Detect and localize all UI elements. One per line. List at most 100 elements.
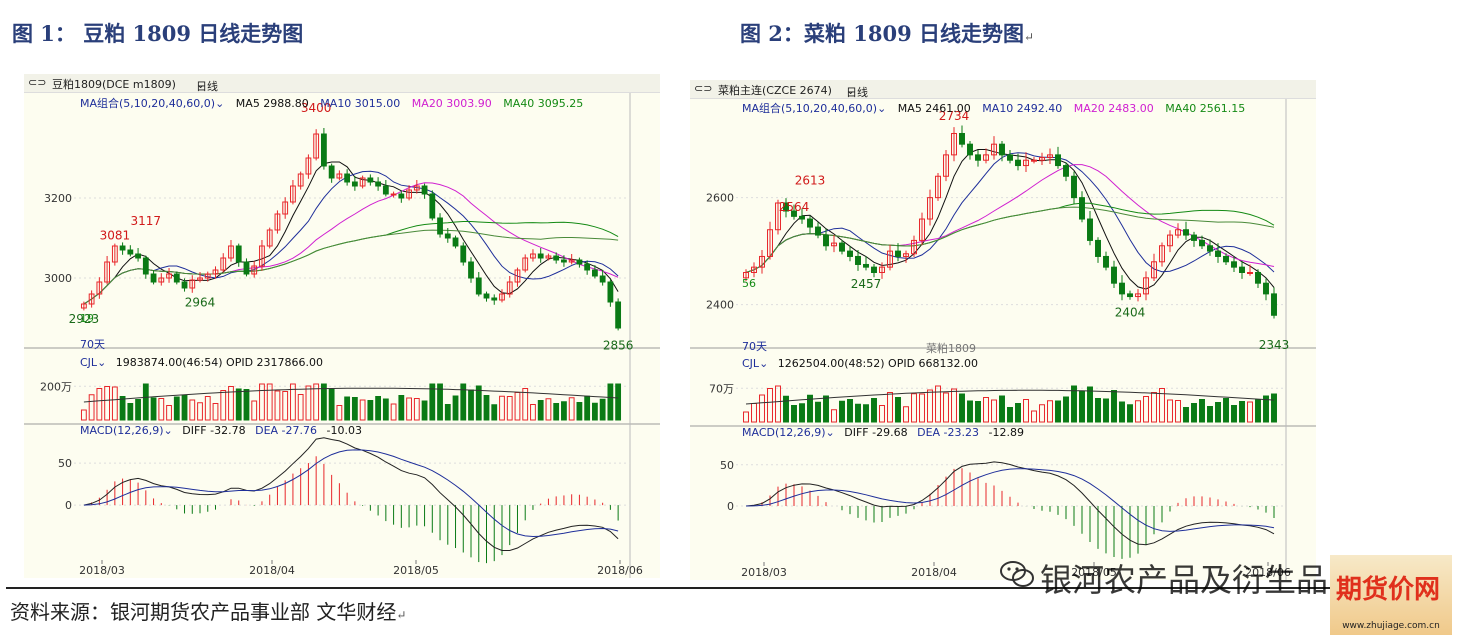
volume-bar — [274, 390, 281, 421]
candle-body — [983, 154, 989, 161]
candle-body — [1111, 266, 1117, 284]
volume-bar — [382, 398, 389, 421]
chart-header: ⊂⊃ 菜粕主连(CZCE 2674) 日线 ⌄ — [690, 80, 1316, 99]
volume-bar — [351, 397, 358, 421]
left-edge-label: 56 — [742, 277, 756, 290]
volume-bar — [775, 385, 781, 423]
candle-body — [823, 234, 829, 247]
ma10-value: MA10 3015.00 — [320, 97, 401, 110]
price-annotation: 2457 — [851, 277, 882, 291]
volume-bar — [545, 398, 552, 421]
candle-body — [791, 210, 797, 217]
price-annotation: 3117 — [131, 214, 162, 228]
candle-body — [799, 215, 805, 220]
volume-bar — [243, 389, 250, 421]
price-annotation: 2404 — [1115, 305, 1146, 319]
volume-bar — [895, 397, 901, 423]
ma10-value: MA10 2492.40 — [982, 102, 1063, 115]
ma-legend-label[interactable]: MA组合(5,10,20,40,60,0) — [80, 97, 216, 110]
candle-body — [351, 181, 358, 187]
volume-bar — [855, 403, 861, 423]
candle-body — [150, 273, 157, 283]
ma20-value: MA20 3003.90 — [411, 97, 492, 110]
volume-bar — [328, 389, 335, 421]
volume-bar — [135, 399, 141, 421]
candle-body — [135, 253, 141, 259]
dea-line — [745, 468, 1275, 532]
candle-body — [1135, 293, 1141, 298]
volume-bar — [468, 389, 474, 421]
candle-body — [591, 269, 598, 277]
price-annotation: 2964 — [185, 295, 216, 309]
price-annotation: 2564 — [779, 200, 810, 214]
candle-body — [807, 218, 813, 228]
volume-bar — [313, 383, 320, 421]
left-edge-label: 19 — [80, 312, 94, 325]
price-tick-label: 3000 — [44, 272, 72, 285]
candle-body — [514, 269, 521, 283]
price-annotation: 2734 — [939, 109, 970, 123]
candle-body — [127, 249, 134, 255]
volume-bar — [444, 404, 451, 421]
volume-bar — [561, 401, 567, 421]
candle-body — [483, 293, 490, 299]
volume-bar — [599, 398, 606, 421]
ma10-line — [83, 170, 619, 305]
volume-bar — [991, 399, 997, 423]
volume-legend-label[interactable]: CJL — [742, 357, 760, 370]
volume-bar — [522, 388, 529, 421]
volume-bar — [1087, 386, 1093, 423]
ma20-line — [83, 182, 619, 305]
candle-body — [584, 263, 591, 271]
volume-bar — [1263, 395, 1269, 423]
candle-body — [751, 266, 757, 273]
badge-url: www.zhujiage.com.cn — [1342, 621, 1440, 631]
ma40-line — [83, 221, 619, 305]
volume-bar — [975, 401, 981, 423]
candle-body — [871, 266, 877, 273]
candle-body — [197, 277, 203, 281]
macd-legend: MACD(12,26,9)⌄ DIFF -32.78 DEA -27.76 -1… — [80, 424, 362, 437]
candle-body — [398, 193, 405, 199]
volume-bar — [320, 383, 327, 421]
candle-body — [775, 202, 781, 231]
site-badge[interactable]: 期货价网 www.zhujiage.com.cn — [1330, 555, 1452, 635]
price-annotation: 2856 — [603, 339, 634, 353]
candle-body — [568, 259, 575, 263]
candle-body — [282, 201, 289, 215]
days-label: 70天 — [80, 338, 105, 351]
contract-label: 菜粕主连(CZCE 2674) — [718, 84, 832, 97]
price-tick-label: 3200 — [44, 192, 72, 205]
candle-body — [173, 273, 180, 283]
candle-body — [158, 277, 165, 283]
candle-body — [220, 257, 227, 271]
candle-body — [943, 154, 949, 177]
volume-bar — [783, 395, 789, 423]
volume-bar — [767, 388, 773, 423]
candle-body — [1007, 154, 1013, 161]
macd-legend-label[interactable]: MACD(12,26,9) — [80, 424, 164, 437]
volume-bar — [142, 383, 149, 421]
ma-legend-label[interactable]: MA组合(5,10,20,40,60,0) — [742, 102, 878, 115]
volume-bar — [413, 398, 420, 421]
volume-bar — [743, 411, 749, 423]
paragraph-mark: ↵ — [396, 608, 407, 622]
volume-bar — [831, 409, 837, 423]
x-tick-label: 2018/05 — [1071, 566, 1117, 579]
volume-legend-label[interactable]: CJL — [80, 356, 98, 369]
chart-header: ⊂⊃ 豆粕1809(DCE m1809) 日线 ⌄ — [24, 74, 660, 93]
price-annotation: 3081 — [100, 229, 131, 243]
candle-body — [911, 239, 917, 255]
volume-bar — [499, 395, 505, 421]
volume-bar — [863, 404, 869, 423]
candle-body — [421, 185, 428, 195]
paragraph-mark: ↵ — [1024, 30, 1035, 44]
volume-bar — [1111, 390, 1117, 423]
volume-bar — [1239, 401, 1245, 423]
volume-bar — [1215, 402, 1221, 423]
volume-bar — [871, 398, 877, 423]
volume-bar — [359, 399, 366, 421]
macd-legend-label[interactable]: MACD(12,26,9) — [742, 426, 826, 439]
candle-body — [429, 193, 436, 219]
period-label: 日线 — [196, 80, 218, 93]
